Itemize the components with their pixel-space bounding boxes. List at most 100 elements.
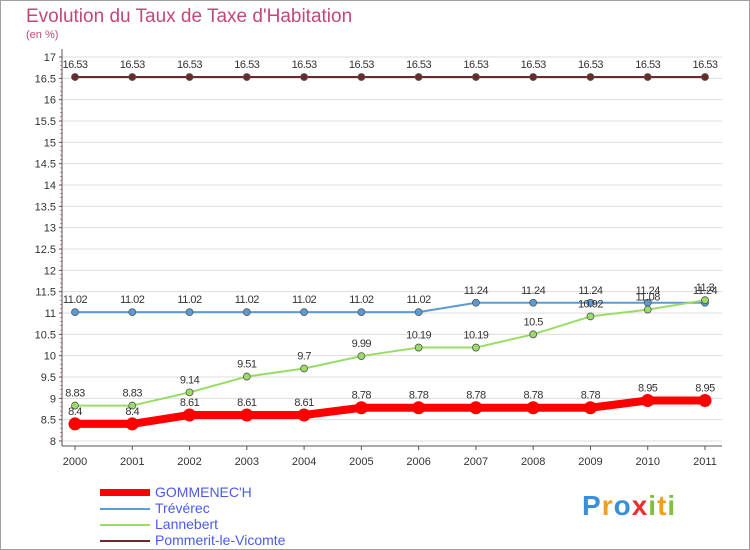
y-tick-label: 8.5 [41,415,56,427]
data-label: 16.53 [578,59,603,71]
data-label: 16.53 [177,59,202,71]
y-tick-label: 10 [44,351,56,363]
data-point [472,298,480,307]
data-label: 16.53 [349,59,374,71]
data-point [128,401,137,410]
data-label: 11.02 [177,294,202,306]
data-point [71,308,79,317]
data-point [297,408,311,422]
y-tick-label: 17 [44,52,56,64]
data-label: 16.53 [120,59,145,71]
data-point [185,388,194,397]
data-label: 11.02 [63,294,88,306]
data-point [472,343,480,352]
logo-letter: o [613,490,632,521]
data-label: 10.19 [463,330,488,342]
logo-letter: i [667,490,677,521]
x-tick-label: 2005 [349,456,373,468]
legend-swatch-lannebert [100,524,150,526]
data-label: 10.92 [578,298,603,310]
data-label: 8.95 [638,382,658,394]
legend-label-treverec: Trévérec [155,500,210,516]
data-label: 16.53 [521,59,546,71]
data-label: 9.14 [180,374,200,386]
data-label: 11.24 [693,285,718,297]
data-point [643,73,652,81]
chart-title: Evolution du Taux de Taxe d'Habitation [26,6,353,27]
data-point [529,73,538,81]
data-point [414,308,423,317]
data-label: 16.53 [635,59,660,71]
data-point [583,401,597,415]
data-point [125,417,139,431]
x-tick-label: 2004 [292,456,316,468]
y-tick-label: 14.5 [35,159,56,171]
data-label: 10.5 [523,316,543,328]
legend-swatch-gommenech [100,489,150,496]
data-point [529,330,538,339]
data-point [586,298,595,307]
data-label: 8.4 [125,406,139,418]
data-label: 11.08 [636,292,661,304]
data-point [242,372,251,381]
logo-letter: i [648,490,658,521]
y-tick-label: 14 [44,180,56,192]
data-label: 10.19 [406,330,431,342]
y-tick-label: 12 [44,265,56,277]
data-point [701,296,709,305]
data-point [68,417,82,431]
data-point [414,73,423,81]
data-label: 9.51 [237,359,257,371]
data-point [300,73,308,81]
series-line [75,301,705,314]
y-tick-label: 11 [45,308,56,320]
y-tick-label: 13.5 [35,201,56,213]
y-tick-label: 15 [44,137,56,149]
data-point [300,308,308,317]
data-point [71,73,79,81]
data-point [357,73,366,81]
data-point [586,312,595,321]
data-point [185,73,194,81]
legend-label-pommerit: Pommerit-le-Vicomte [155,532,286,548]
data-label: 8.78 [466,390,486,402]
x-tick-label: 2002 [177,456,201,468]
x-tick-label: 2010 [635,456,659,468]
data-label: 8.61 [237,397,257,409]
x-tick-label: 2006 [406,456,430,468]
data-label: 8.95 [695,382,715,394]
data-point [71,401,79,410]
series-line [75,396,705,428]
data-label: 11.02 [120,294,145,306]
data-label: 11.24 [636,285,661,297]
data-point [414,343,423,352]
data-label: 8.78 [352,390,372,402]
data-label: 16.53 [292,59,317,71]
data-label: 8.61 [180,397,200,409]
x-tick-label: 2007 [464,456,488,468]
y-tick-label: 13 [44,223,56,235]
legend-label-lannebert: Lannebert [155,516,219,532]
data-point [469,401,483,415]
series-line [75,299,706,407]
x-tick-label: 2003 [235,456,259,468]
data-label: 8.83 [123,388,143,400]
logo-letter: x [631,490,649,521]
data-label: 8.78 [523,390,543,402]
data-point [242,73,251,81]
legend-swatch-pommerit [100,540,150,542]
legend-label-gommenech: GOMMENEC'H [155,484,252,500]
data-point [701,73,709,81]
data-point [529,298,538,307]
data-point [240,408,254,422]
data-point [472,73,480,81]
data-point [300,364,308,373]
data-label: 8.78 [581,390,601,402]
data-label: 16.53 [463,59,488,71]
data-point [357,308,366,317]
logo-letter: r [601,490,614,521]
data-point [242,308,251,317]
data-point [698,393,712,407]
data-label: 11.02 [292,294,317,306]
data-label: 11.02 [407,294,432,306]
